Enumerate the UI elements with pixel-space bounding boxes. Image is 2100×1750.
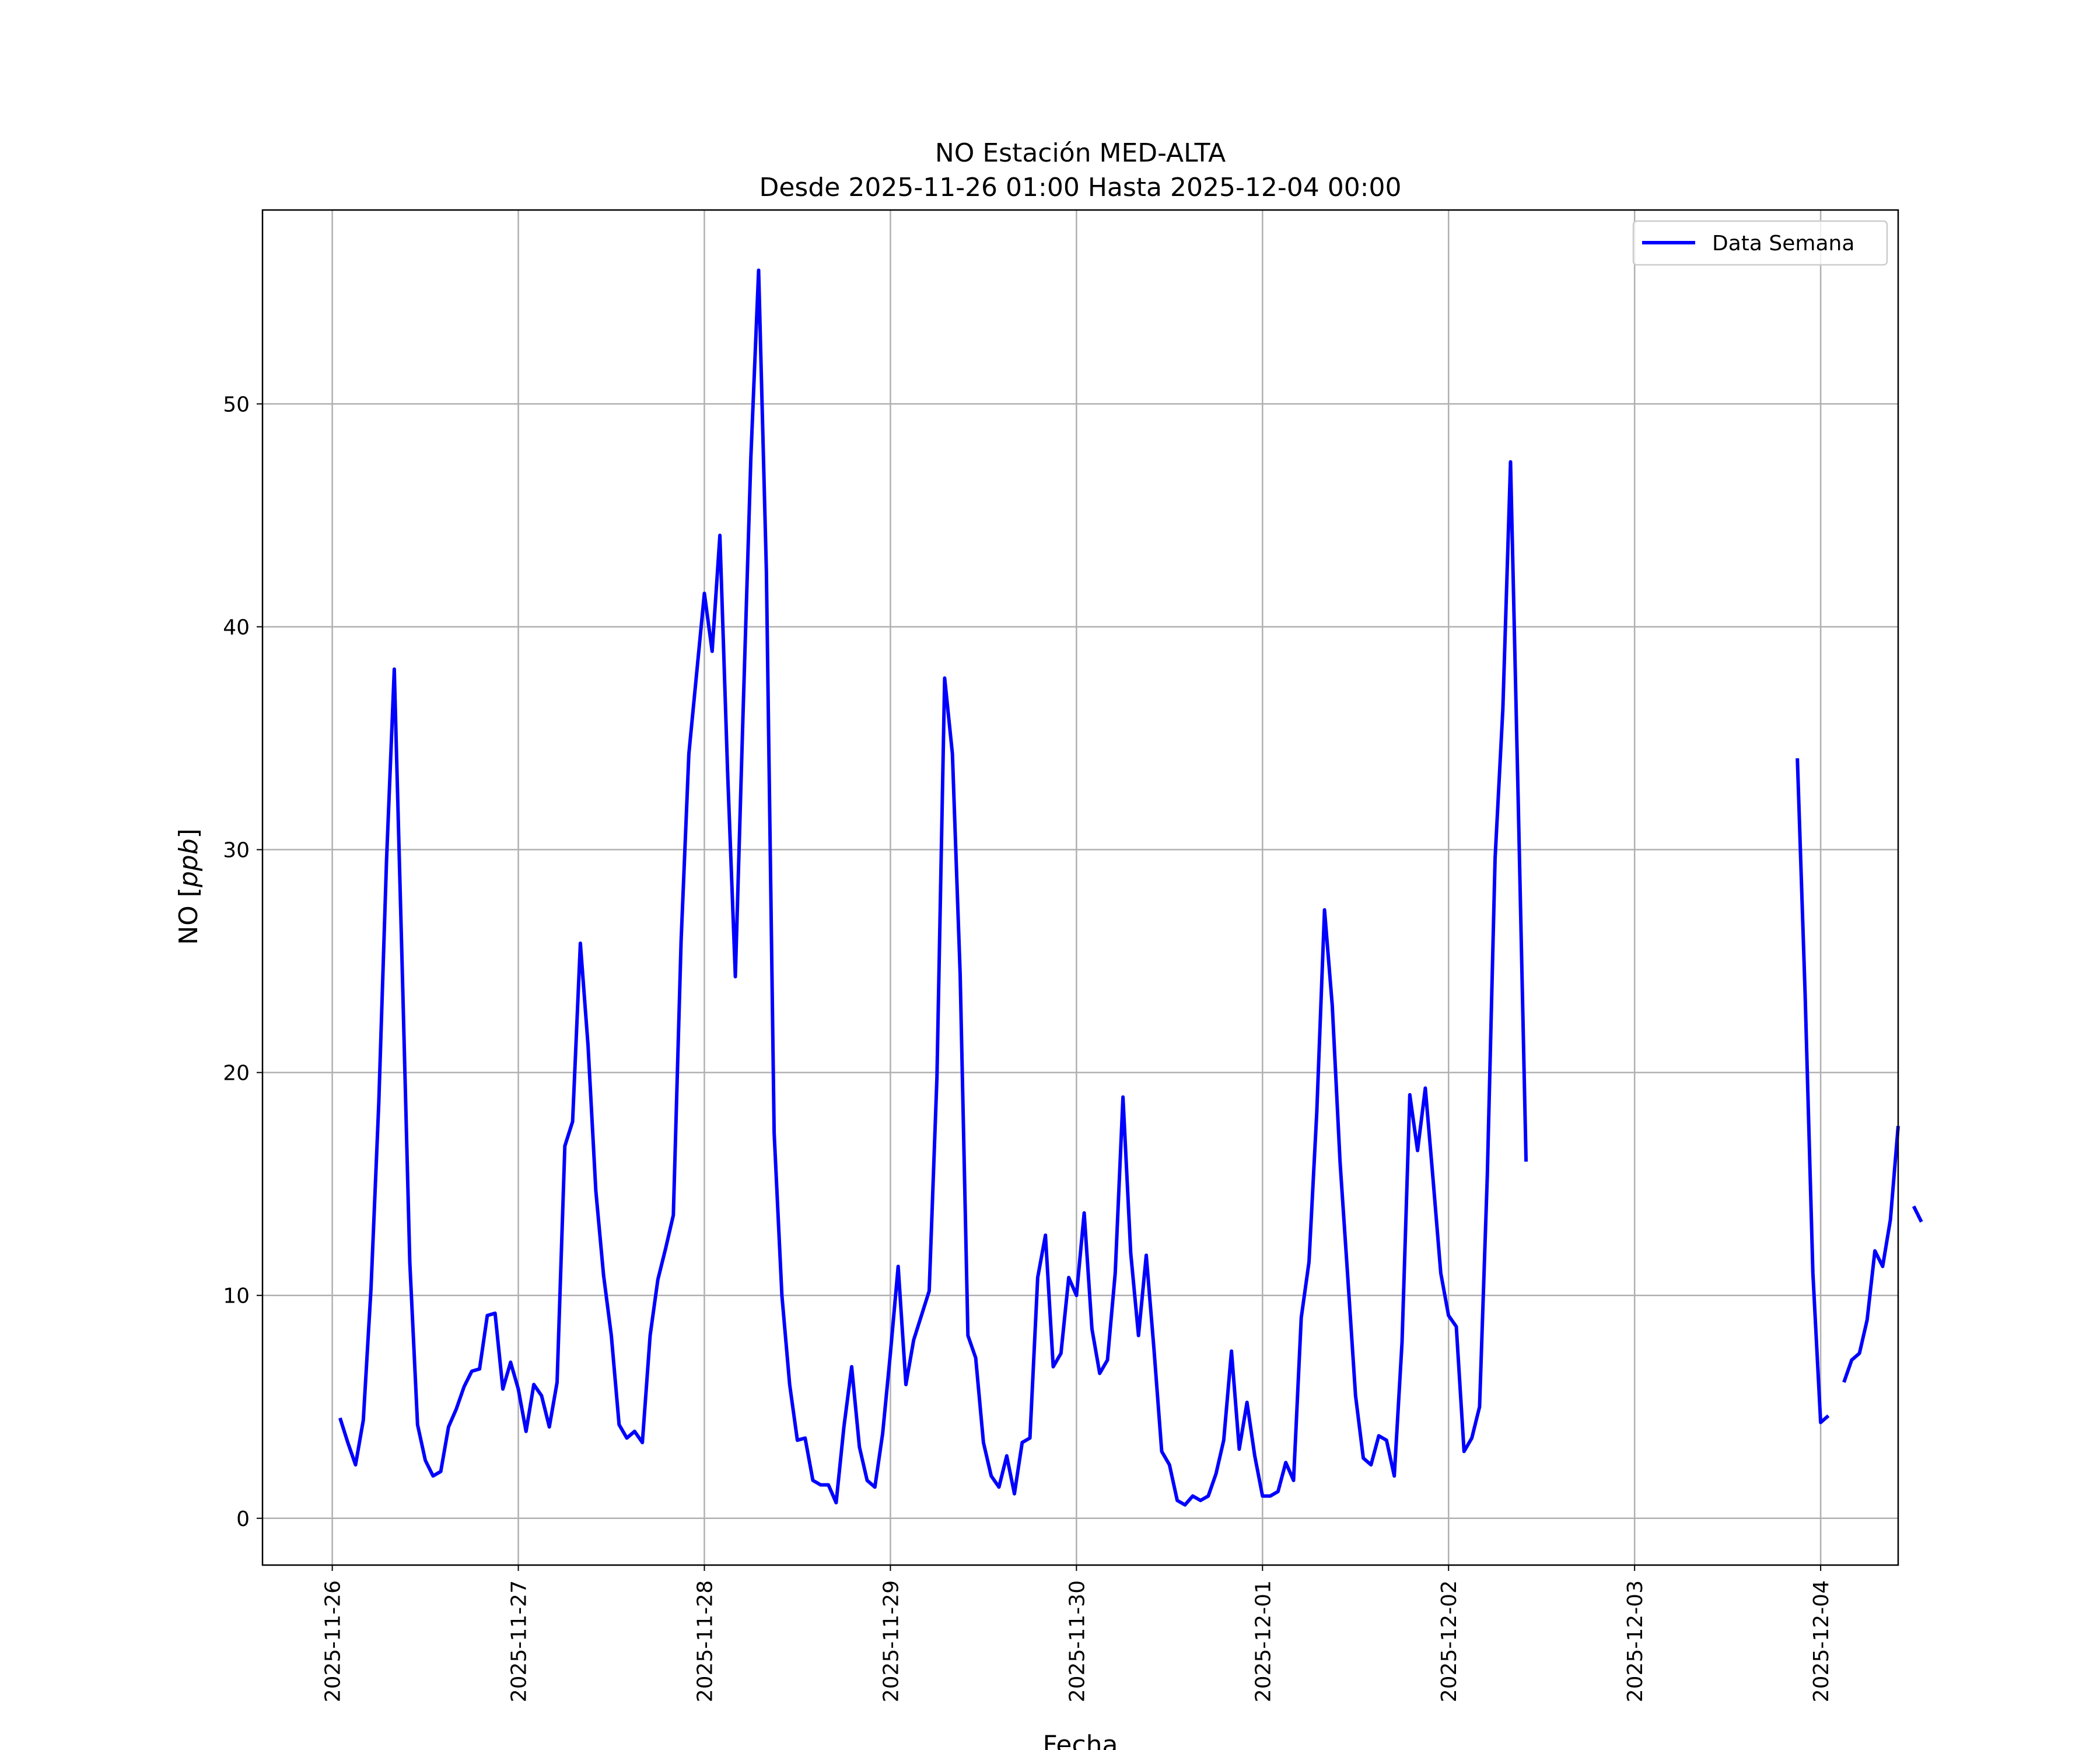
y-axis-label-suffix: ] [174,828,204,838]
x-tick-label: 2025-11-28 [693,1580,717,1702]
series-line-segment [1842,1126,1900,1383]
legend: Data Semana [1632,220,1888,266]
x-tick-label: 2025-12-02 [1437,1580,1461,1702]
chart-title: NO Estación MED-ALTA [935,138,1226,168]
series-line-segment [338,268,1528,1507]
x-axis-label: Fecha [1042,1730,1118,1750]
x-tick-label: 2025-12-04 [1810,1580,1833,1702]
x-tick-label: 2025-11-26 [321,1580,345,1702]
x-tick-label: 2025-12-03 [1623,1580,1647,1702]
y-axis-label: NO [ppb] [174,828,204,945]
x-tick-label: 2025-12-01 [1251,1580,1275,1702]
x-tick-label: 2025-11-29 [879,1580,903,1702]
y-tick-label: 10 [223,1284,250,1308]
series-layer [338,268,1923,1507]
x-axis-ticks: 2025-11-26 2025-11-27 2025-11-28 2025-11-29… [321,1565,1833,1702]
y-axis-ticks: 0 10 20 30 40 50 [223,393,262,1531]
chart-subtitle: Desde 2025-11-26 01:00 Hasta 2025-12-04 … [759,173,1401,202]
y-tick-label: 20 [223,1062,250,1086]
x-tick-label: 2025-11-30 [1065,1580,1089,1702]
series-line-segment [1796,758,1830,1424]
grid-lines [262,210,1898,1565]
y-tick-label: 30 [223,839,250,863]
legend-entry-label: Data Semana [1712,232,1854,256]
y-tick-label: 50 [223,393,250,416]
y-axis-label-unit: ppb [174,838,204,888]
x-tick-label: 2025-11-27 [508,1580,531,1702]
y-axis-label-prefix: NO [ [174,887,204,945]
y-tick-label: 40 [223,615,250,639]
plot-frame [261,209,1899,1566]
y-tick-label: 0 [236,1507,250,1531]
legend-box [1632,220,1888,266]
series-line-segment [1912,1205,1923,1223]
